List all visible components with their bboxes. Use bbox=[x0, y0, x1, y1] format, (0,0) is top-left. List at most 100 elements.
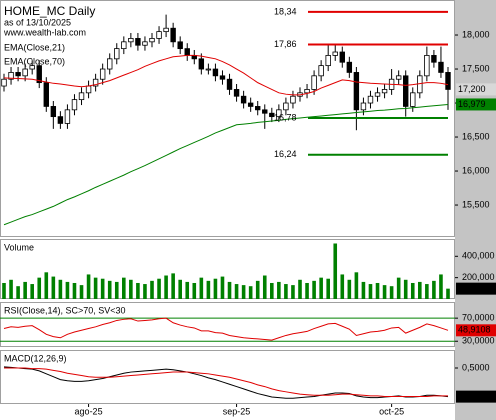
y-tick-label: 18,000 bbox=[462, 29, 490, 39]
volume-bar bbox=[107, 280, 112, 299]
volume-bar bbox=[382, 285, 387, 299]
volume-bar bbox=[291, 285, 295, 299]
volume-bar bbox=[178, 279, 182, 299]
volume-bar bbox=[361, 281, 366, 299]
volume-bar bbox=[72, 282, 77, 299]
volume-bar bbox=[150, 280, 154, 299]
y-tick-label: 200,000 bbox=[462, 272, 495, 282]
candle-body bbox=[15, 72, 21, 77]
volume-bar bbox=[93, 277, 98, 299]
volume-bar bbox=[425, 284, 429, 299]
candle-body bbox=[114, 48, 120, 60]
series-line bbox=[3, 54, 449, 96]
volume-bar bbox=[30, 284, 34, 299]
volume-bar bbox=[37, 277, 42, 299]
series-line bbox=[3, 103, 449, 226]
candle-body bbox=[240, 95, 247, 104]
candle-body bbox=[36, 65, 42, 84]
candle-body bbox=[247, 102, 254, 107]
candle-body bbox=[269, 112, 275, 118]
candle-body bbox=[8, 72, 14, 80]
volume-bar bbox=[23, 281, 27, 299]
candle-body bbox=[57, 116, 64, 124]
volume-bar bbox=[213, 278, 218, 299]
value-label-box bbox=[456, 324, 496, 337]
volume-bar bbox=[143, 284, 147, 299]
candle-body bbox=[290, 95, 296, 104]
volume-bar bbox=[340, 274, 345, 299]
volume-bar bbox=[326, 278, 330, 299]
candle-body bbox=[276, 109, 282, 118]
value-label-box bbox=[456, 282, 496, 295]
candle-body bbox=[22, 68, 28, 77]
candle-body bbox=[99, 68, 106, 80]
candle-body bbox=[149, 38, 155, 43]
candle-body bbox=[367, 95, 374, 104]
volume-bar bbox=[389, 286, 394, 299]
series-line bbox=[3, 366, 449, 399]
candle-body bbox=[92, 78, 99, 87]
candle-body bbox=[346, 61, 353, 73]
volume-bar bbox=[185, 281, 190, 299]
volume-bar bbox=[100, 278, 105, 299]
candle-body bbox=[360, 102, 367, 111]
y-tick-label: 15,500 bbox=[462, 199, 490, 209]
candle-body bbox=[311, 75, 317, 90]
y-tick-label: 30,0000 bbox=[462, 336, 495, 346]
candle-body bbox=[121, 41, 127, 50]
candle-body bbox=[395, 75, 402, 80]
level-label: 18,34 bbox=[274, 6, 297, 16]
y-tick-label: 16,500 bbox=[462, 131, 490, 141]
y-tick-label: 16,000 bbox=[462, 165, 490, 175]
volume-bar bbox=[122, 277, 126, 299]
x-tick-label: ago-25 bbox=[75, 406, 103, 416]
chart-title: HOME_MC Daily bbox=[4, 4, 95, 18]
candle-body bbox=[332, 51, 338, 56]
candle-body bbox=[438, 61, 444, 73]
volume-bar bbox=[58, 279, 63, 299]
volume-bar bbox=[79, 285, 84, 299]
axis-column bbox=[455, 0, 496, 420]
value-label: 48,9108 bbox=[458, 325, 491, 335]
y-tick-label: 17,500 bbox=[462, 63, 490, 73]
candle-body bbox=[156, 31, 162, 39]
x-tick-label: sep-25 bbox=[223, 406, 251, 416]
volume-bar bbox=[284, 284, 288, 299]
volume-bar bbox=[192, 282, 197, 299]
volume-bar bbox=[446, 288, 450, 299]
candle-body bbox=[107, 58, 113, 70]
volume-bar bbox=[16, 286, 20, 299]
candle-body bbox=[29, 65, 35, 70]
candle-body bbox=[177, 41, 183, 50]
candle-body bbox=[283, 102, 289, 111]
candle-body bbox=[71, 99, 78, 111]
volume-bar bbox=[418, 281, 422, 299]
value-label: 96,930 bbox=[458, 283, 486, 293]
subtitle: as of 13/10/2025 bbox=[4, 17, 71, 27]
candle-body bbox=[219, 75, 226, 80]
volume-bar bbox=[44, 272, 49, 299]
panel-frame bbox=[0, 302, 455, 347]
source: www.wealth-lab.com bbox=[3, 27, 86, 37]
volume-bar bbox=[51, 276, 56, 299]
volume-bar bbox=[171, 273, 175, 299]
candle-body bbox=[374, 92, 381, 97]
candle-body bbox=[431, 55, 437, 63]
volume-bar bbox=[114, 281, 119, 299]
level-label: 16,24 bbox=[274, 149, 297, 159]
volume-bar bbox=[199, 277, 204, 299]
panel-frame bbox=[0, 0, 455, 237]
panel-title: RSI(Close,14), SC>70, SV<30 bbox=[4, 305, 126, 315]
candle-body bbox=[135, 38, 141, 46]
volume-bar bbox=[9, 279, 13, 299]
candle-body bbox=[381, 89, 388, 94]
volume-bar bbox=[319, 277, 323, 299]
panel-title: MACD(12,26,9) bbox=[4, 353, 67, 363]
value-label-box bbox=[456, 83, 496, 96]
volume-bar bbox=[227, 281, 232, 299]
volume-bar bbox=[129, 279, 133, 299]
volume-bar bbox=[403, 279, 408, 299]
level-label: 16,78 bbox=[274, 112, 297, 122]
candle-body bbox=[1, 78, 7, 87]
